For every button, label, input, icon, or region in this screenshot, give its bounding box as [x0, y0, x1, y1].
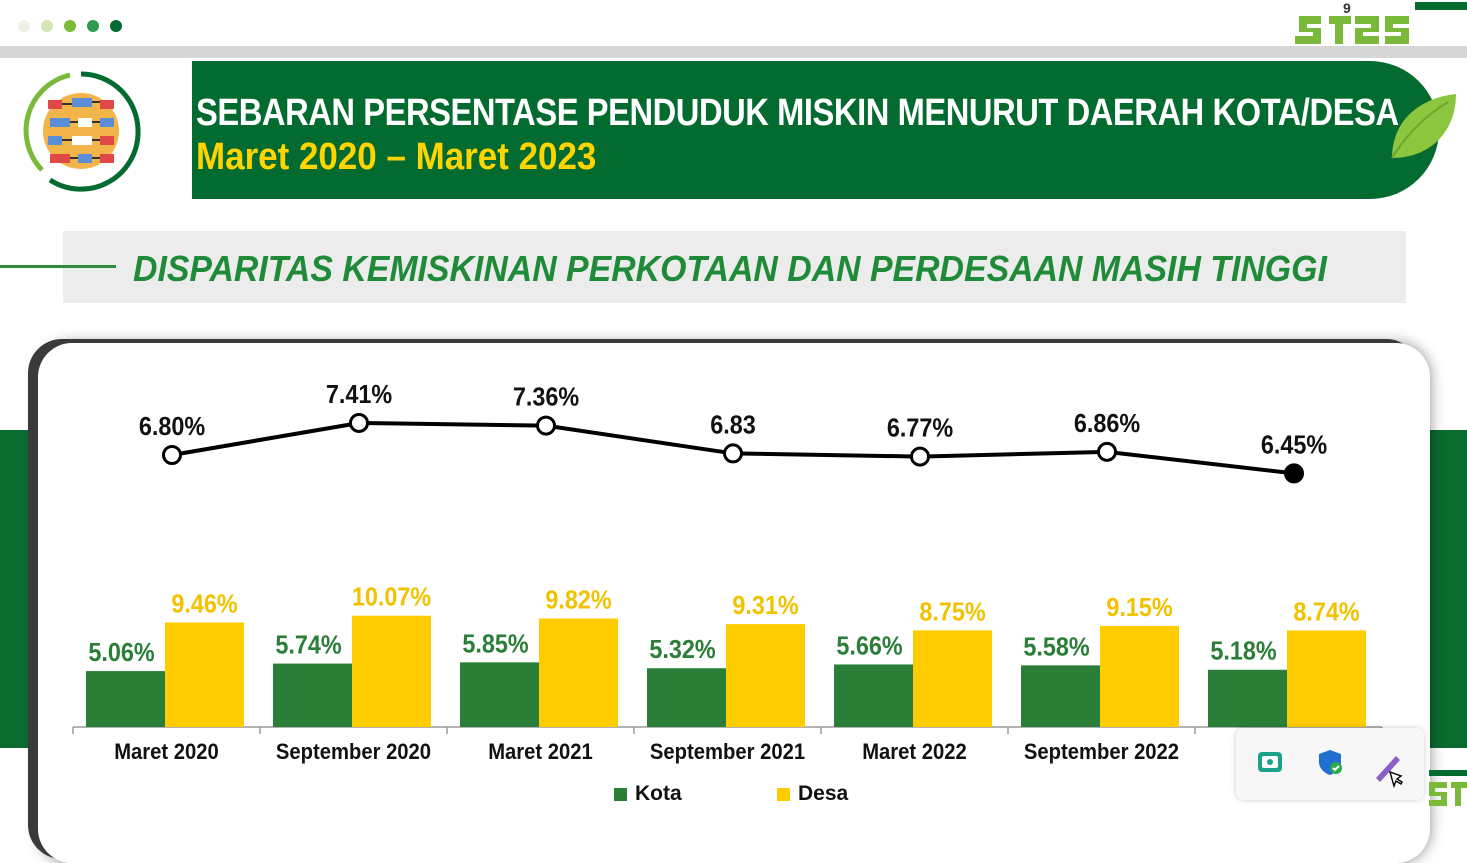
bar-desa [1100, 625, 1179, 727]
data-label-kota: 5.58% [1023, 633, 1089, 661]
line-point [349, 412, 369, 433]
data-label-desa: 10.07% [352, 584, 431, 612]
page-number: 9 [1343, 0, 1351, 16]
chart: 5.06% 9.46% Maret 2020 5.74% 10.07% September… [72, 381, 1383, 764]
chart-card [38, 343, 1430, 863]
bar-desa [1287, 630, 1366, 727]
bar-kota [460, 662, 539, 727]
x-tick-label: September 2020 [276, 740, 431, 764]
data-label-kota: 5.74% [275, 631, 341, 659]
screen-share-icon[interactable] [1256, 748, 1284, 776]
data-label-desa: 9.82% [545, 586, 611, 614]
legend-desa: Desa [777, 782, 848, 806]
legend-label-kota: Kota [635, 782, 682, 805]
bar-desa [913, 630, 992, 727]
cursor-icon [1388, 770, 1403, 789]
data-label-kota: 5.06% [88, 639, 154, 667]
dot [18, 20, 30, 32]
subtitle: DISPARITAS KEMISKINAN PERKOTAAN DAN PERD… [133, 248, 1327, 289]
sts-logo [1295, 2, 1467, 44]
line-point [1097, 441, 1117, 462]
x-tick-label: Maret 2020 [114, 740, 219, 764]
line-label: 7.36% [513, 384, 579, 412]
page-period: Maret 2020 – Maret 2023 [196, 136, 597, 178]
subtitle-band [63, 231, 1406, 303]
bar-desa [352, 615, 431, 727]
top-bar [0, 46, 1467, 58]
bar-kota [1208, 669, 1287, 727]
bar-desa [539, 618, 618, 727]
process-flow-icon [23, 71, 141, 192]
bar-kota [647, 668, 726, 727]
data-label-kota: 5.18% [1210, 638, 1276, 666]
leaf-icon [1391, 94, 1456, 159]
data-label-desa: 8.74% [1293, 598, 1359, 626]
dot [64, 20, 76, 32]
legend-kota: Kota [614, 782, 682, 806]
data-label-desa: 9.46% [171, 590, 237, 618]
line-point [910, 446, 930, 467]
data-label-kota: 5.85% [462, 630, 528, 658]
legend-label-desa: Desa [798, 782, 849, 805]
x-tick-label: Maret 2022 [862, 740, 967, 764]
taskbar-popup [1236, 728, 1424, 800]
line-point [536, 415, 556, 436]
line-label: 6.45% [1261, 431, 1327, 459]
line-label: 7.41% [326, 381, 392, 409]
data-label-desa: 9.15% [1106, 594, 1172, 622]
bar-desa [726, 624, 805, 727]
data-label-desa: 9.31% [732, 592, 798, 620]
x-tick-label: September 2022 [1024, 740, 1179, 764]
data-label-kota: 5.66% [836, 632, 902, 660]
bar-kota [273, 663, 352, 727]
slide-dots [18, 20, 122, 32]
line-point [1284, 463, 1304, 484]
legend-swatch-kota [614, 787, 627, 801]
dot [87, 20, 99, 32]
line-label: 6.80% [139, 413, 205, 441]
dot [41, 20, 53, 32]
bar-kota [1021, 665, 1100, 727]
pen-icon[interactable] [1372, 750, 1412, 790]
title-band [192, 61, 1439, 199]
green-stripe-right [1428, 430, 1467, 748]
bar-desa [165, 622, 244, 727]
bar-kota [834, 664, 913, 727]
line-label: 6.83 [710, 411, 756, 439]
data-label-desa: 8.75% [919, 598, 985, 626]
subtitle-rule [0, 265, 116, 268]
line-point [162, 445, 182, 465]
x-tick-label: Maret 2021 [488, 740, 593, 764]
data-label-kota: 5.32% [649, 636, 715, 664]
green-stripe-left [0, 430, 44, 748]
x-tick-label: September 2021 [650, 740, 805, 764]
legend-swatch-desa [777, 787, 790, 801]
page-title: SEBARAN PERSENTASE PENDUDUK MISKIN MENUR… [196, 92, 1399, 134]
line-point [723, 443, 743, 464]
line-label: 6.86% [1074, 410, 1140, 438]
dot [110, 20, 122, 32]
shield-check-icon[interactable] [1316, 748, 1344, 776]
line-label: 6.77% [887, 415, 953, 443]
sts-logo-bottom [1429, 770, 1467, 806]
bar-kota [86, 671, 165, 727]
